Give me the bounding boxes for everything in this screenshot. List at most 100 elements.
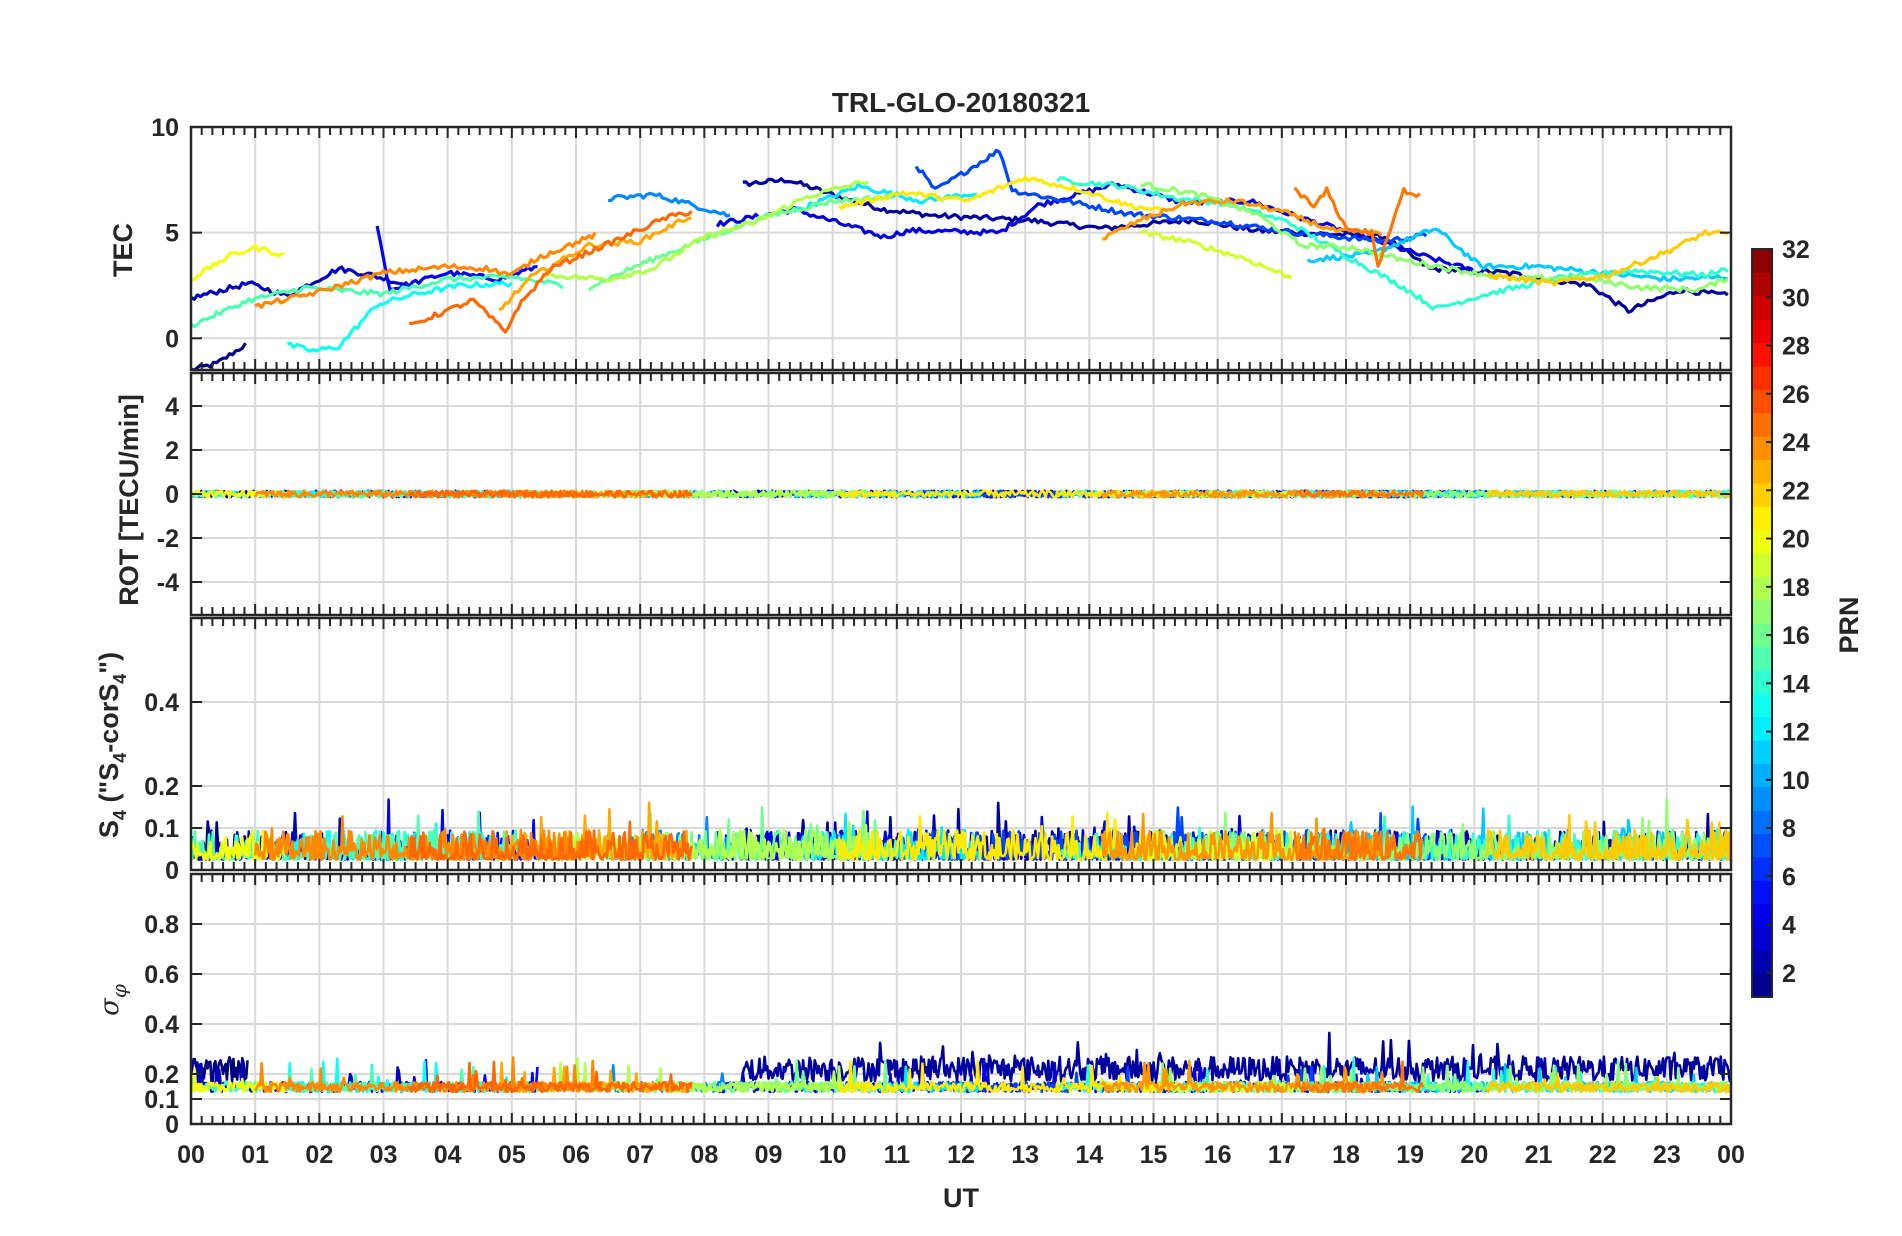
y-tick-label: 0 [165,1111,179,1139]
y-ticks [191,701,1731,871]
data-lines [191,798,1731,861]
series-line-prn-24 [254,231,597,309]
series-line-prn-25 [407,820,693,861]
colorbar-segment [1752,833,1772,858]
colorbar-segment [1752,389,1772,414]
x-tick-label: 18 [1332,1141,1360,1169]
y-tick-label: -4 [157,569,179,597]
series-line-prn-15 [191,273,565,329]
series-line-prn-21 [838,175,1165,213]
x-tick-label: 20 [1460,1141,1488,1169]
y-tick-label: 0.4 [144,1011,179,1039]
series-line-prn-25 [407,1060,693,1094]
x-tick-label: 11 [884,1141,911,1169]
series-line-prn-7 [914,148,1428,244]
series-line-prn-19 [1139,229,1293,280]
colorbar-segment [1752,249,1772,273]
colorbar-segment [1752,576,1772,601]
colorbar-tick-label: 4 [1782,912,1796,940]
colorbar-segment [1752,482,1772,507]
chart-title: TRL-GLO-20180321 [832,87,1090,118]
series-line-prn-22 [1486,229,1728,287]
colorbar-tick-label: 20 [1782,526,1810,554]
x-tick-label: 15 [1140,1141,1168,1169]
colorbar-segment [1752,669,1772,694]
colorbar-tick-label: 8 [1782,815,1796,843]
rot-ylabel: ROT [TECU/min] [114,394,144,605]
y-tick-label: 0 [165,857,179,885]
colorbar-tick-label: 28 [1782,333,1810,361]
y-tick-label: 0.6 [144,961,179,989]
series-line-prn-9 [608,191,731,218]
series-line-prn-24.5 [1293,186,1421,268]
y-tick-label: 0.1 [144,1086,179,1114]
series-line-prn-25 [409,210,693,334]
y-tick-label: 0.8 [144,911,179,939]
sigma-phi-ylabel: σφ [95,984,131,1016]
colorbar-tick-label: 2 [1782,960,1796,988]
colorbar-tick-label: 14 [1782,670,1810,698]
y-tick-label: 0.2 [144,1061,179,1089]
series-line-prn-23.5 [1102,197,1383,241]
colorbar-segment [1752,459,1772,484]
y-tick-label: 0.1 [144,815,179,843]
colorbar-tick-label: 12 [1782,719,1810,747]
y-ticks [191,923,1731,1125]
colorbar-segment [1752,950,1772,975]
x-tick-label: 01 [241,1141,269,1169]
series-line-prn-21 [837,1059,1168,1094]
colorbar-segment [1752,319,1772,344]
colorbar-segment [1752,506,1772,531]
colorbar-tick-label: 18 [1782,574,1810,602]
y-tick-label: 4 [165,393,179,421]
x-ticks [190,373,1732,615]
x-tick-label: 05 [498,1141,526,1169]
colorbar-segment [1752,552,1772,577]
colorbar-segment [1752,903,1772,928]
x-tick-label: 19 [1396,1141,1424,1169]
x-tick-label: 04 [434,1141,462,1169]
colorbar-tick-label: 32 [1782,236,1810,264]
series-line-prn-24.5 [1294,1060,1425,1094]
colorbar-segment [1752,365,1772,390]
colorbar-segment [1752,880,1772,905]
series-line-prn-2 [742,177,1729,314]
colorbar-segment [1752,973,1772,998]
series-line-prn-17 [1139,181,1729,294]
x-ticks [190,618,1732,870]
colorbar-label: PRN [1834,596,1864,653]
data-lines [191,1031,1731,1094]
y-tick-label: 0.4 [144,689,179,717]
colorbar-segment [1752,856,1772,881]
tec-panel [189,125,1733,372]
x-tick-label: 12 [947,1141,975,1169]
y-tick-label: 5 [165,220,179,248]
x-tick-label: 08 [690,1141,718,1169]
colorbar-tick-label: 10 [1782,767,1810,795]
colorbar-segment [1752,693,1772,718]
grid [191,127,1731,370]
colorbar-tick-label: 16 [1782,622,1810,650]
colorbar-segment [1752,716,1772,741]
series-line-prn-21 [837,811,1168,861]
colorbar-segment [1752,436,1772,460]
x-tick-label: 21 [1525,1141,1553,1169]
series-line-prn-22 [1486,489,1731,499]
series-line-prn-2 [741,1031,1731,1083]
series-line-prn-13 [286,280,513,353]
x-tick-label: 00 [177,1141,205,1169]
colorbar-segment [1752,272,1772,297]
colorbar-frame [1751,248,1773,998]
x-tick-label: 06 [562,1141,590,1169]
series-line-prn-20 [191,243,285,282]
colorbar-segment [1752,763,1772,788]
x-ticks [190,127,1732,370]
colorbar-segment [1752,926,1772,951]
colorbar-segment [1752,786,1772,811]
series-line-prn-24.5 [1293,827,1423,861]
y-tick-label: 2 [165,437,179,465]
colorbar-segment [1752,599,1772,624]
colorbar-tick-label: 26 [1782,381,1810,409]
x-tick-label: 09 [755,1141,783,1169]
